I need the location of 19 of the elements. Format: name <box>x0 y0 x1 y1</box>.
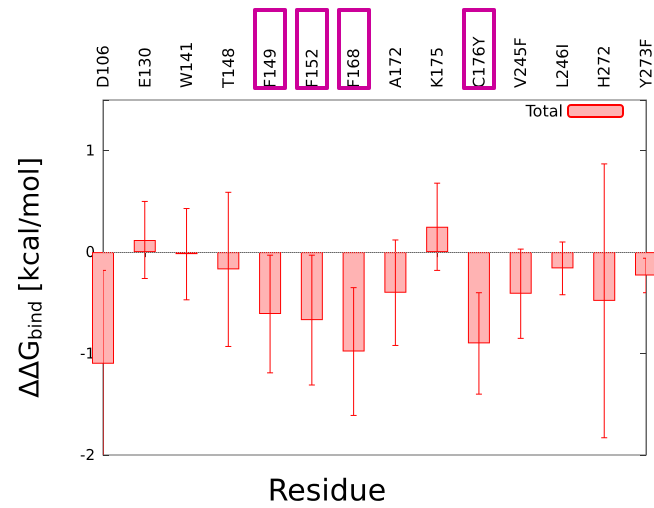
x-tick-label: D106 <box>94 45 112 88</box>
x-tick-label: F152 <box>302 48 322 88</box>
x-tick-label: F168 <box>344 48 364 88</box>
x-tick-label: F149 <box>260 48 280 88</box>
x-tick-label: V245F <box>511 37 530 88</box>
x-tick-label: T148 <box>218 48 238 89</box>
x-tick-label: K175 <box>428 46 447 88</box>
x-tick-label: Y273F <box>636 38 654 89</box>
y-tick-label: 1 <box>85 142 95 160</box>
x-tick-label: A172 <box>386 46 405 88</box>
legend-label: Total <box>524 102 563 120</box>
y-axis-title: ΔΔGbind [kcal/mol] <box>14 157 46 398</box>
x-tick-label: L246I <box>552 44 572 88</box>
x-tick-label: C176Y <box>469 36 488 88</box>
x-axis-title: Residue <box>268 474 386 508</box>
x-tick-label: H272 <box>594 45 614 88</box>
y-tick-label: -2 <box>80 446 95 464</box>
x-tick-label: W141 <box>177 42 196 88</box>
x-tick-label: E130 <box>135 47 154 88</box>
